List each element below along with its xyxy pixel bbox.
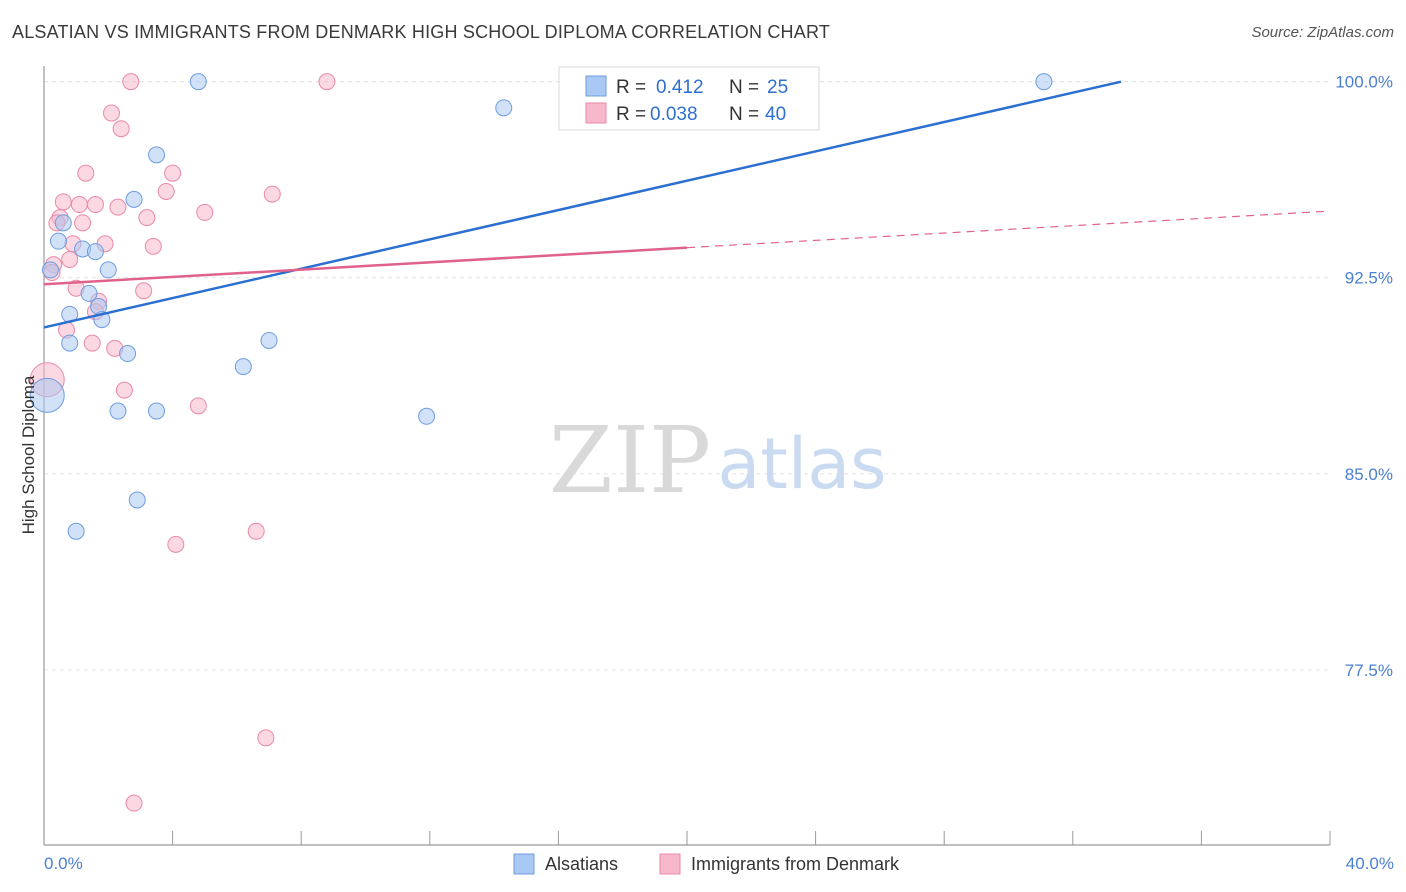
legend-box: R = 0.412 N = 25 R = 0.038 N = 40	[558, 66, 820, 131]
source-label: Source: ZipAtlas.com	[1251, 24, 1394, 41]
legend-n-value-1: 25	[767, 77, 788, 98]
legend-n-label-1: N =	[729, 77, 759, 98]
y-tick-label: 100.0%	[1335, 73, 1393, 92]
legend-swatch-blue	[585, 75, 607, 97]
trend-line-denmark	[43, 246, 688, 286]
data-point	[103, 104, 121, 122]
series-alsatians	[29, 73, 1053, 540]
data-point	[41, 261, 59, 279]
data-point	[54, 193, 72, 211]
watermark-zip: ZIP	[549, 407, 711, 514]
data-point	[70, 196, 88, 214]
data-point	[112, 120, 130, 138]
data-point	[418, 407, 436, 425]
data-point	[83, 334, 101, 352]
trend-lines	[43, 80, 1331, 329]
bottom-legend-label-denmark: Immigrants from Denmark	[691, 854, 900, 874]
data-point	[74, 214, 92, 232]
data-point	[67, 522, 85, 540]
data-point	[196, 203, 214, 221]
watermark-atlas: atlas	[717, 423, 886, 505]
x-axis-ticks	[43, 831, 1331, 845]
legend-n-label-2: N =	[729, 104, 759, 125]
trend-line-denmark-extrapolated	[686, 210, 1331, 249]
bottom-legend-swatch-pink	[659, 853, 681, 875]
data-point	[77, 164, 95, 182]
data-point	[61, 250, 79, 268]
data-point	[54, 214, 72, 232]
bottom-legend-swatch-blue	[513, 853, 535, 875]
data-point	[125, 190, 143, 208]
data-point	[189, 397, 207, 415]
grid-lines	[44, 81, 1330, 671]
data-point	[80, 284, 98, 302]
data-point	[122, 73, 140, 91]
data-point	[125, 794, 143, 812]
y-tick-label: 77.5%	[1345, 661, 1393, 680]
data-point	[119, 345, 137, 363]
data-point	[263, 185, 281, 203]
data-point	[1035, 73, 1053, 91]
data-point	[138, 209, 156, 227]
y-tick-label: 85.0%	[1345, 465, 1393, 484]
chart-title: ALSATIAN VS IMMIGRANTS FROM DENMARK HIGH…	[12, 22, 831, 42]
y-tick-label: 92.5%	[1345, 269, 1393, 288]
data-point	[164, 164, 182, 182]
data-point	[247, 522, 265, 540]
data-point	[260, 331, 278, 349]
data-point	[318, 73, 336, 91]
y-axis-label: High School Diploma	[19, 375, 38, 534]
legend-r-label-1: R =	[616, 77, 646, 98]
data-point	[157, 182, 175, 200]
legend-swatch-pink	[585, 102, 607, 124]
data-point	[495, 99, 513, 117]
legend-n-value-2: 40	[765, 104, 786, 125]
data-point	[109, 402, 127, 420]
data-point	[148, 146, 166, 164]
data-point	[86, 243, 104, 261]
bottom-legend-label-alsatians: Alsatians	[545, 854, 618, 874]
data-point	[49, 232, 67, 250]
trend-line-alsatians	[43, 80, 1122, 329]
bottom-legend: Alsatians Immigrants from Denmark	[513, 853, 900, 875]
data-point	[61, 334, 79, 352]
x-tick-label-max: 40.0%	[1346, 854, 1394, 873]
data-point	[115, 381, 133, 399]
data-point	[167, 535, 185, 553]
data-point	[99, 261, 117, 279]
data-point	[148, 402, 166, 420]
legend-r-label-2: R =	[616, 104, 646, 125]
legend-r-value-1: 0.412	[656, 77, 704, 98]
x-tick-label-min: 0.0%	[44, 854, 83, 873]
y-axis-tick-labels: 77.5% 85.0% 92.5% 100.0%	[1335, 73, 1393, 680]
data-point	[109, 198, 127, 216]
data-point	[189, 73, 207, 91]
data-point	[86, 196, 104, 214]
data-point	[257, 729, 275, 747]
data-point	[128, 491, 146, 509]
data-point	[135, 282, 153, 300]
data-point	[29, 377, 65, 413]
legend-r-value-2: 0.038	[650, 104, 698, 125]
data-point	[234, 358, 252, 376]
data-point	[144, 237, 162, 255]
